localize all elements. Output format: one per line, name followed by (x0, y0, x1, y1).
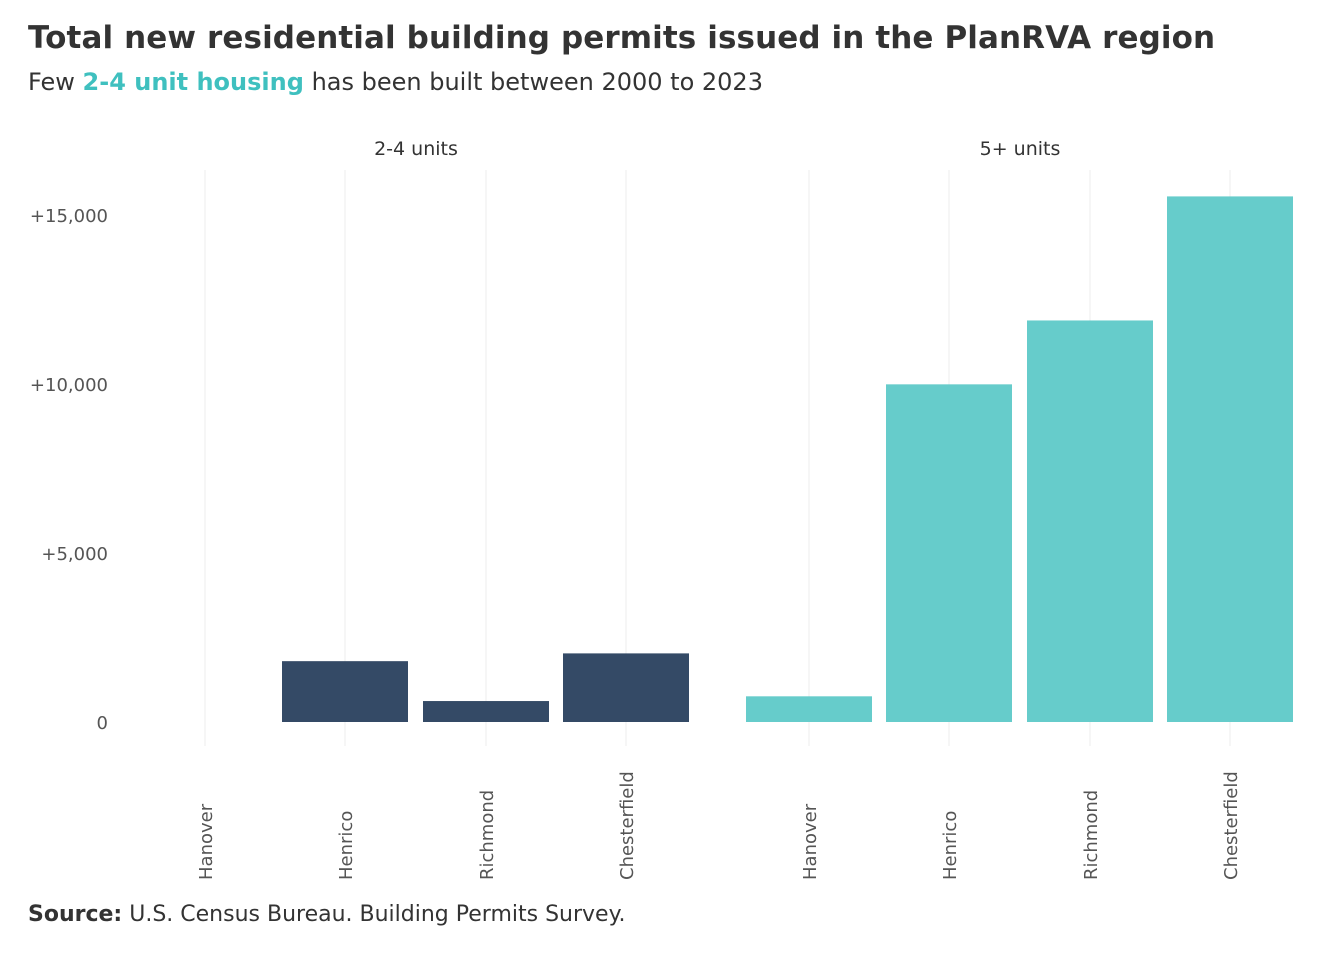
source-text: U.S. Census Bureau. Building Permits Sur… (129, 902, 626, 927)
subtitle-suffix: has been built between 2000 to 2023 (311, 68, 763, 96)
y-tick-label: +10,000 (30, 375, 108, 396)
bar (563, 653, 689, 722)
y-tick-label: +15,000 (30, 206, 108, 227)
x-tick-label: Hanover (196, 803, 217, 880)
bar (1167, 196, 1293, 722)
x-tick-label: Hanover (800, 803, 821, 880)
x-tick-label: Chesterfield (617, 771, 638, 880)
y-tick-label: +5,000 (41, 544, 108, 565)
bar (886, 384, 1012, 722)
bar (423, 701, 549, 722)
subtitle-prefix: Few (28, 68, 75, 96)
facet-label: 5+ units (980, 138, 1061, 160)
x-tick-label: Henrico (336, 811, 357, 880)
y-tick-label: 0 (97, 713, 108, 734)
subtitle-highlight: 2-4 unit housing (82, 68, 304, 96)
source-caption: Source: U.S. Census Bureau. Building Per… (28, 902, 625, 927)
bar (746, 696, 872, 722)
bar (282, 661, 408, 722)
facet-label: 2-4 units (374, 138, 458, 160)
chart-title: Total new residential building permits i… (28, 20, 1216, 56)
x-tick-label: Richmond (1081, 790, 1102, 880)
source-label: Source: (28, 902, 123, 927)
chart-subtitle: Few 2-4 unit housing has been built betw… (28, 68, 763, 96)
bar (1027, 320, 1153, 722)
x-tick-label: Henrico (940, 811, 961, 880)
x-tick-label: Chesterfield (1221, 771, 1242, 880)
x-tick-label: Richmond (477, 790, 498, 880)
